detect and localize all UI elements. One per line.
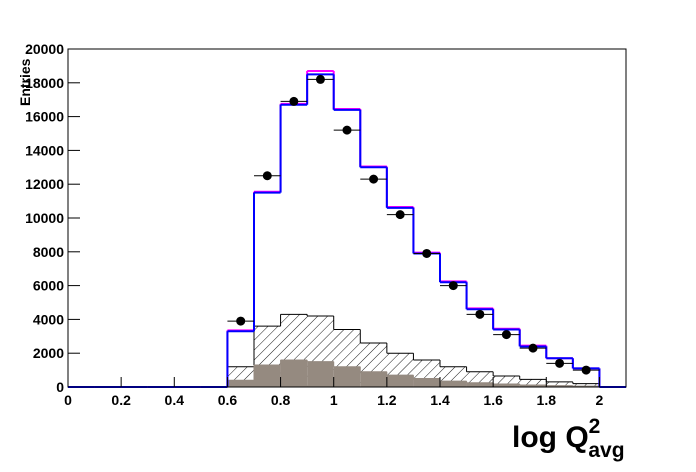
x-axis-title: log Q2 avg — [512, 415, 625, 462]
data-point — [342, 125, 352, 135]
histogram-bar — [519, 379, 547, 387]
histogram-bar — [413, 378, 440, 387]
data-point — [395, 210, 405, 220]
histogram-bar — [254, 365, 281, 387]
y-tick-label: 12000 — [25, 176, 64, 192]
data-point — [262, 171, 272, 181]
histogram-bar — [227, 380, 254, 387]
x-tick-label: 0.6 — [218, 392, 238, 408]
x-tick-label: 1.4 — [430, 392, 450, 408]
y-tick-label: 0 — [56, 379, 64, 395]
x-tick-label: 1.2 — [377, 392, 397, 408]
x-tick-label: 1.6 — [483, 392, 503, 408]
x-axis-title-base: log Q — [512, 421, 589, 454]
x-axis-title-sub: avg — [588, 439, 624, 462]
data-point — [236, 316, 246, 326]
data-point — [528, 343, 538, 353]
histogram-bar — [440, 381, 467, 387]
histogram-bar — [546, 385, 573, 387]
x-tick-label: 0 — [64, 392, 72, 408]
histogram-bar — [572, 383, 600, 387]
histogram-bar — [280, 359, 308, 387]
y-tick-label: 16000 — [25, 109, 64, 125]
histogram-bar — [307, 361, 334, 387]
histogram-bar — [333, 366, 361, 387]
y-tick-label: 20000 — [25, 41, 64, 57]
histogram-bar — [493, 376, 520, 387]
x-tick-label: 1 — [330, 392, 338, 408]
y-tick-label: 14000 — [25, 142, 64, 158]
data-point — [501, 330, 511, 340]
x-axis-title-sup: 2 — [589, 415, 601, 438]
data-point — [369, 174, 379, 184]
data-point — [289, 96, 299, 106]
data-point — [555, 358, 565, 368]
data-point — [422, 248, 432, 258]
histogram-bar — [493, 383, 520, 387]
x-tick-label: 1.8 — [537, 392, 557, 408]
data-point — [581, 365, 591, 375]
y-tick-label: 18000 — [25, 75, 64, 91]
x-tick-label: 2 — [596, 392, 604, 408]
histogram-bar — [386, 375, 414, 387]
y-tick-label: 8000 — [33, 244, 64, 260]
y-axis-title: Entries — [17, 58, 33, 106]
x-tick-label: 0.8 — [271, 392, 291, 408]
histogram-bar — [466, 382, 494, 387]
y-tick-label: 10000 — [25, 210, 64, 226]
histogram-bar — [546, 381, 573, 387]
histogram-bar — [519, 384, 547, 387]
y-tick-label: 2000 — [33, 345, 64, 361]
data-point — [475, 309, 485, 319]
data-point — [315, 74, 325, 84]
histogram-bar — [360, 371, 387, 387]
y-tick-label: 4000 — [33, 311, 64, 327]
x-tick-label: 0.2 — [111, 392, 131, 408]
x-tick-label: 0.4 — [165, 392, 185, 408]
data-point — [448, 281, 458, 291]
y-tick-label: 6000 — [33, 278, 64, 294]
